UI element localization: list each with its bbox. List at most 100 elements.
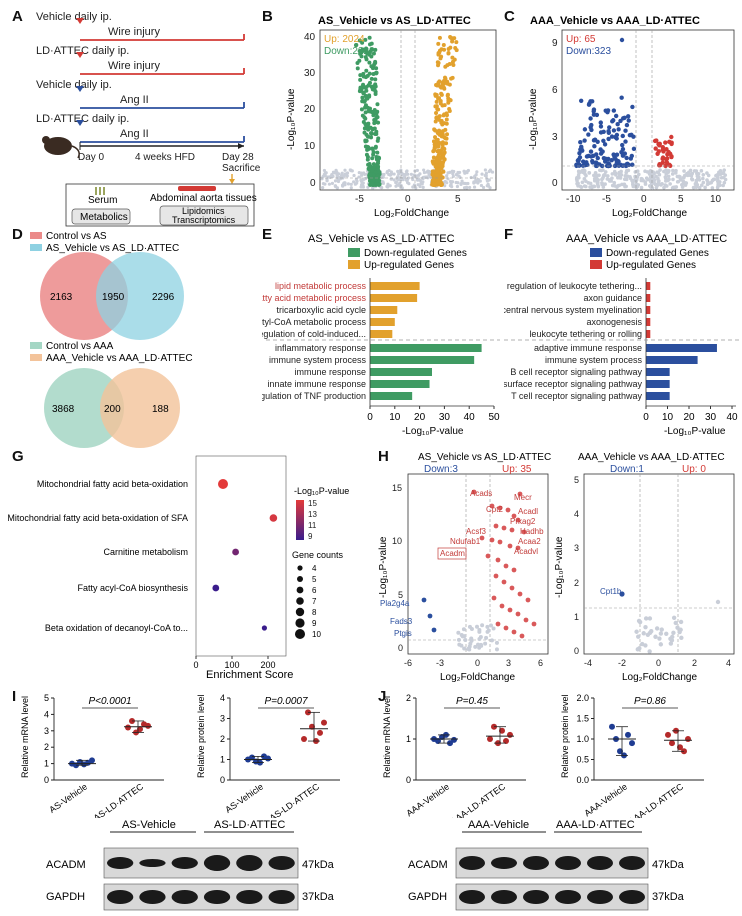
c-point-down <box>601 155 607 161</box>
b-point-ns <box>321 186 325 190</box>
y-tick-label: 2 <box>220 734 225 744</box>
b-point-up <box>439 47 444 52</box>
b-point-down <box>369 47 374 52</box>
d-venn2-b: 188 <box>152 404 169 415</box>
c-point-ns <box>657 172 662 177</box>
g-dot <box>232 548 240 556</box>
b-up: Up: 2024 <box>324 34 365 45</box>
a-lipidomics: Lipidomics <box>182 206 225 216</box>
gapdh-band <box>139 890 166 904</box>
bar-label-up: tricarboxylic acid cycle <box>276 305 366 315</box>
h-point-up <box>517 591 523 597</box>
h-point-ns <box>658 631 664 636</box>
b-point-down <box>365 105 370 110</box>
c-point-down <box>622 115 627 120</box>
b-point-down <box>362 130 367 135</box>
data-point <box>609 723 615 730</box>
c-point-up <box>664 156 670 161</box>
y-tick-label: 1 <box>220 755 225 765</box>
panel-j-blot: AAA-Vehicle AAA-LD·ATTEC ACADM GAPDH 47k… <box>408 819 685 911</box>
c-point-ns <box>716 184 720 189</box>
c-point-ns <box>655 183 659 188</box>
h-gene-acaa2: Acaa2 <box>518 537 541 546</box>
c-point-ns <box>647 172 652 176</box>
c-point-down <box>619 95 624 100</box>
c-point-ns <box>612 180 617 185</box>
a-row4-arrow <box>76 120 84 126</box>
c-point-down <box>620 142 625 148</box>
bar-label-down: T cell receptor signaling pathway <box>511 391 642 401</box>
f-bar-group: positive regulation of leukocyte tetheri… <box>504 281 717 401</box>
h-right-xtick-2: 0 <box>656 658 661 668</box>
d-venn2-right <box>100 368 180 448</box>
b-point-ns <box>448 179 453 184</box>
p-value: P=0.0007 <box>264 696 308 707</box>
b-point-down <box>373 77 378 82</box>
h-point-ns <box>462 646 467 651</box>
b-point-down <box>367 35 372 40</box>
b-point-ns <box>359 178 363 182</box>
b-point-down <box>363 37 368 42</box>
b-point-down <box>360 113 365 118</box>
b-point-ns <box>464 181 468 186</box>
c-point-down <box>595 139 600 144</box>
h-point-ns <box>459 643 464 648</box>
h-point-ns <box>463 638 468 643</box>
c-point-down <box>592 143 597 149</box>
g-colorbar <box>296 500 304 540</box>
c-point-down <box>631 146 637 152</box>
c-point-ns <box>666 174 671 179</box>
tube-icon <box>95 187 105 195</box>
h-point-ns <box>489 623 494 628</box>
c-point-ns <box>694 180 699 185</box>
group-label: AS-Vehicle <box>223 781 265 814</box>
a-hfd: 4 weeks HFD <box>135 152 195 163</box>
g-size-label: 10 <box>312 630 321 639</box>
h-right-xtick-4: 4 <box>726 658 731 668</box>
g-size-dot <box>295 629 305 639</box>
bar-label-down: B cell receptor signaling pathway <box>510 367 642 377</box>
h-gene-mecr: Mecr <box>514 493 532 502</box>
b-point-down <box>364 88 369 93</box>
data-point <box>321 719 327 726</box>
i-blot-g1: AS-Vehicle <box>122 819 176 831</box>
b-down: Down:2222 <box>324 46 375 57</box>
b-point-ns <box>409 172 413 176</box>
b-point-ns <box>343 183 347 187</box>
b-point-ns <box>406 172 410 176</box>
acadm-band <box>139 859 166 867</box>
b-point-up <box>435 60 440 65</box>
h-point-ns <box>473 644 478 649</box>
y-tick-label: 3 <box>220 714 225 724</box>
x-tick-label: 50 <box>488 412 500 423</box>
h-point-up <box>511 629 517 635</box>
b-point-down <box>364 68 369 73</box>
a-row2-arrow <box>76 52 84 58</box>
c-point-ns <box>605 174 610 178</box>
h-point-ns <box>673 620 678 626</box>
y-tick-label: 3 <box>44 726 49 736</box>
b-point-down <box>360 99 365 104</box>
y-tick-label: 0 <box>220 775 225 785</box>
g-size-dot <box>297 565 303 571</box>
b-point-down <box>375 174 380 179</box>
g-size-dot <box>295 607 305 617</box>
data-point <box>309 723 315 730</box>
h-gene-hadhb: Hadhb <box>520 527 544 536</box>
c-point-down <box>607 125 612 130</box>
b-xtick-0: -5 <box>355 194 364 205</box>
gapdh-band <box>203 890 231 904</box>
b-point-ns <box>488 186 492 190</box>
b-point-down <box>366 134 371 139</box>
h-gene-acadl: Acadl <box>518 507 538 516</box>
c-point-ns <box>644 176 649 181</box>
c-point-down <box>614 159 620 165</box>
h-point-up <box>509 527 515 533</box>
b-point-ns <box>323 171 327 175</box>
c-point-ns <box>684 181 689 185</box>
c-point-down <box>620 133 625 139</box>
a-row1-arrow <box>76 18 84 24</box>
c-point-down <box>601 138 606 144</box>
d-legend2-1: AAA_Vehicle vs AAA_LD·ATTEC <box>46 353 193 364</box>
b-point-ns <box>349 182 353 186</box>
